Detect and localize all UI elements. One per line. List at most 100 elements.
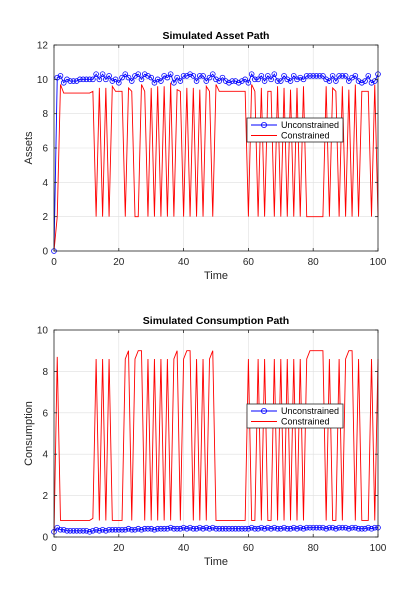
- data-point: [316, 524, 323, 531]
- y-tick-label: 12: [37, 41, 49, 52]
- data-point: [158, 525, 164, 532]
- data-point: [86, 529, 93, 535]
- data-point: [265, 524, 271, 531]
- data-point: [294, 76, 300, 83]
- data-point: [187, 524, 193, 531]
- data-point: [203, 78, 210, 84]
- data-point: [252, 76, 258, 83]
- y-axis-label: Assets: [23, 131, 35, 165]
- data-point: [77, 76, 83, 83]
- data-point: [67, 527, 73, 534]
- data-point: [171, 79, 177, 86]
- data-point: [358, 525, 365, 532]
- data-point: [222, 525, 229, 532]
- data-point: [180, 524, 187, 531]
- data-point: [174, 525, 180, 532]
- data-point: [239, 525, 245, 532]
- data-point: [190, 73, 197, 79]
- series-line-unconstrained: [53, 73, 379, 252]
- data-point: [122, 71, 129, 77]
- data-point: [300, 76, 307, 83]
- data-point: [271, 71, 278, 77]
- y-tick-label: 8: [42, 367, 48, 378]
- data-point: [313, 524, 320, 531]
- data-point: [290, 73, 297, 79]
- data-point: [99, 526, 106, 533]
- data-point: [355, 78, 362, 84]
- data-point: [119, 74, 125, 81]
- y-tick-label: 0: [42, 533, 48, 544]
- data-point: [213, 76, 219, 83]
- data-point: [235, 79, 242, 86]
- data-point: [226, 525, 232, 532]
- legend-label: Unconstrained: [281, 406, 339, 416]
- data-point: [371, 524, 378, 531]
- data-point: [119, 526, 125, 533]
- data-point: [216, 525, 223, 532]
- data-point: [242, 76, 248, 83]
- data-point: [323, 525, 329, 532]
- data-point: [274, 78, 281, 84]
- x-tick-label: 20: [113, 257, 125, 268]
- data-point: [339, 73, 346, 79]
- data-point: [177, 525, 184, 532]
- data-point: [151, 79, 158, 86]
- data-point: [148, 74, 155, 81]
- x-tick-label: 0: [51, 257, 57, 268]
- data-point: [229, 525, 236, 532]
- data-point: [277, 525, 284, 532]
- series-line-constrained: [53, 82, 379, 252]
- data-point: [184, 525, 190, 532]
- y-tick-label: 6: [42, 408, 48, 419]
- data-point: [297, 524, 304, 531]
- data-point: [125, 74, 132, 81]
- axes-frame: [53, 329, 379, 538]
- data-point: [135, 525, 142, 532]
- data-point: [86, 76, 93, 83]
- data-point: [342, 524, 349, 531]
- data-point: [371, 78, 378, 84]
- data-point: [57, 526, 64, 533]
- data-point: [83, 76, 90, 83]
- data-point: [193, 525, 200, 532]
- data-point: [261, 525, 268, 532]
- data-point: [349, 74, 355, 81]
- data-point: [83, 527, 90, 534]
- data-point: [184, 73, 190, 79]
- data-point: [112, 76, 119, 83]
- data-point: [342, 73, 349, 79]
- data-point: [190, 525, 197, 532]
- data-point: [265, 73, 271, 79]
- data-point: [239, 78, 245, 84]
- data-point: [281, 524, 287, 531]
- data-point: [362, 78, 368, 84]
- data-point: [320, 524, 326, 531]
- y-tick-label: 8: [42, 109, 48, 120]
- data-point: [103, 527, 109, 534]
- data-point: [255, 525, 261, 532]
- y-tick-label: 10: [37, 326, 49, 337]
- data-point: [70, 78, 77, 84]
- data-point: [362, 525, 368, 532]
- data-point: [145, 73, 151, 79]
- data-point: [64, 527, 70, 534]
- data-point: [310, 73, 317, 79]
- data-point: [303, 524, 310, 531]
- data-point: [99, 71, 106, 77]
- data-point: [60, 526, 67, 533]
- legend-marker: [260, 122, 267, 129]
- data-point: [365, 524, 372, 531]
- data-point: [128, 526, 135, 533]
- data-point: [90, 76, 96, 83]
- data-point: [200, 73, 206, 79]
- data-point: [209, 524, 216, 531]
- data-point: [213, 525, 219, 532]
- data-point: [128, 78, 135, 84]
- data-point: [326, 78, 333, 84]
- data-point: [96, 527, 103, 534]
- data-point: [326, 524, 333, 531]
- data-point: [122, 526, 129, 533]
- data-point: [132, 73, 138, 79]
- x-tick-label: 0: [51, 543, 57, 554]
